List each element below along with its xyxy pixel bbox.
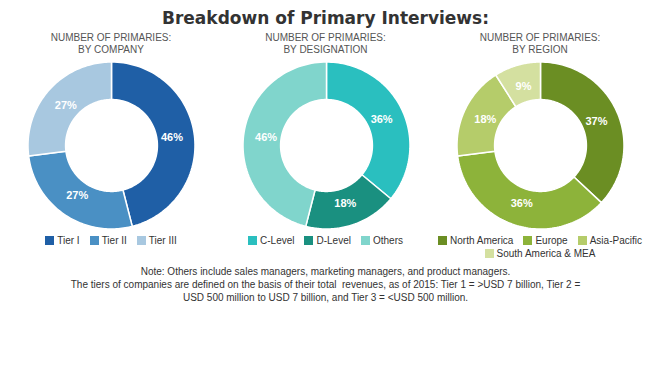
svg-text:9%: 9% xyxy=(516,80,532,92)
html-text:C-Level: C-Level xyxy=(260,235,295,246)
html-text:South America & MEA: South America & MEA xyxy=(496,248,596,259)
html-text:Asia-Pacific: Asia-Pacific xyxy=(589,235,642,246)
html-text:Tier III: Tier III xyxy=(148,235,177,246)
svg-text:36%: 36% xyxy=(511,197,533,209)
html-text:Breakdown of Primary Interview: Breakdown of Primary Interviews: xyxy=(162,8,489,28)
svg-text:36%: 36% xyxy=(370,113,392,125)
svg-text:46%: 46% xyxy=(255,131,277,143)
html-text:Tier I: Tier I xyxy=(57,235,80,246)
html-text:Tier II: Tier II xyxy=(101,235,127,246)
svg-text:37%: 37% xyxy=(585,115,607,127)
svg-text:27%: 27% xyxy=(55,99,77,111)
html-text:NUMBER OF PRIMARIES: BY REGION: NUMBER OF PRIMARIES: BY REGION xyxy=(479,32,601,55)
svg-text:46%: 46% xyxy=(161,131,183,143)
html-text:Others: Others xyxy=(373,235,403,246)
html-text:NUMBER OF PRIMARIES: BY DESIGN: NUMBER OF PRIMARIES: BY DESIGNATION xyxy=(265,32,386,55)
html-text:USD 500 million to USD 7 billi: USD 500 million to USD 7 billion, and Ti… xyxy=(182,292,469,303)
svg-text:18%: 18% xyxy=(474,113,496,125)
html-text:The tiers of companies are def: The tiers of companies are defined on th… xyxy=(70,279,581,290)
html-text:Europe: Europe xyxy=(535,235,568,246)
html-text:D-Level: D-Level xyxy=(316,235,351,246)
html-text:North America: North America xyxy=(450,235,514,246)
html-text:NUMBER OF PRIMARIES: BY COMPAN: NUMBER OF PRIMARIES: BY COMPANY xyxy=(50,32,172,55)
svg-text:18%: 18% xyxy=(334,197,356,209)
svg-text:27%: 27% xyxy=(66,189,88,201)
html-text:Note: Others include sales man: Note: Others include sales managers, mar… xyxy=(140,266,511,277)
